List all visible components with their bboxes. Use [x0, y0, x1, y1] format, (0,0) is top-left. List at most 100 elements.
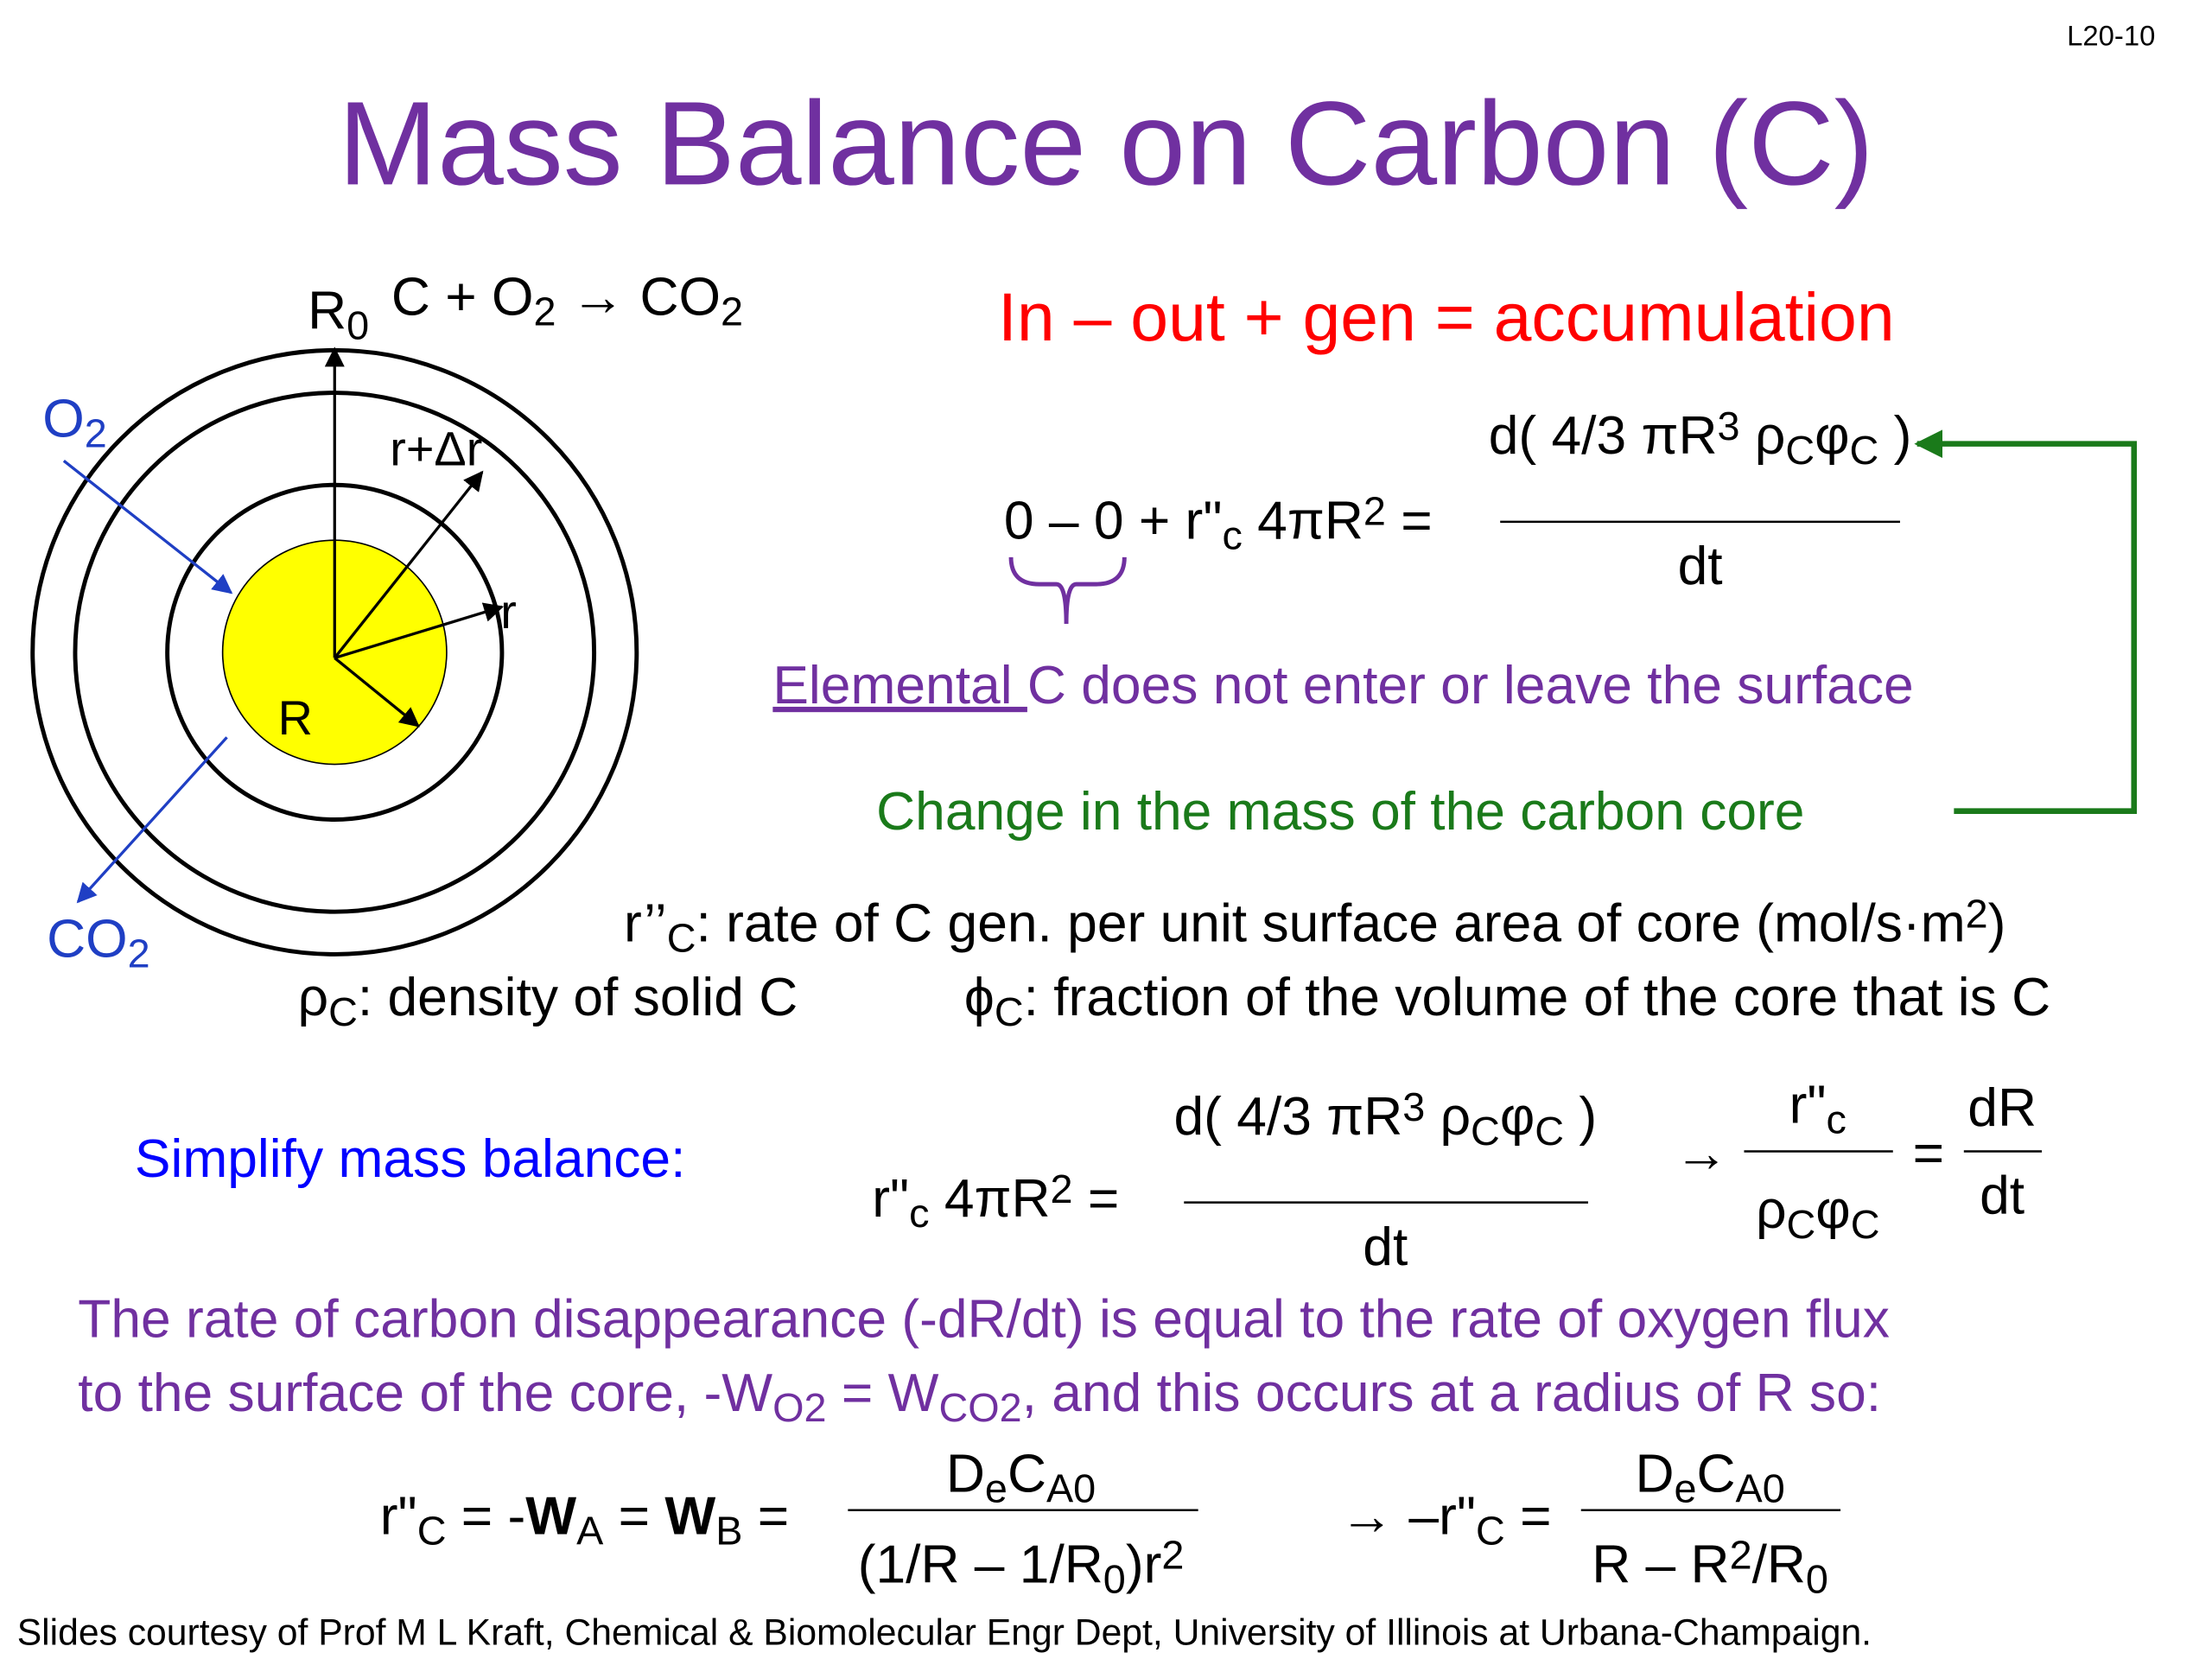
- text-segment: ρ: [1740, 406, 1786, 466]
- text-segment: : density of solid C: [358, 968, 798, 1027]
- text-segment: C: [1785, 428, 1815, 473]
- text-segment: φ: [1815, 406, 1849, 466]
- text-segment: R: [308, 282, 346, 341]
- fraction-denominator: ρCφC: [1756, 1180, 1879, 1247]
- text-segment: e: [1674, 1465, 1696, 1510]
- text-segment: C: [1851, 1202, 1880, 1247]
- text-segment: R – R: [1592, 1535, 1729, 1594]
- equation-left: r"c 4πR2 =: [872, 1166, 1119, 1236]
- text-segment: r": [380, 1487, 417, 1547]
- text-segment: = W: [827, 1363, 939, 1423]
- text-segment: 4πR: [930, 1169, 1051, 1229]
- text-segment: C: [417, 1508, 447, 1553]
- text-segment: 2: [128, 931, 150, 976]
- fraction-denominator: dt: [1363, 1217, 1408, 1277]
- text-segment: B: [715, 1508, 742, 1553]
- arrow: →: [1675, 1123, 1728, 1183]
- text-segment: )r: [1126, 1535, 1162, 1594]
- co2-arrow: [76, 736, 228, 904]
- fraction-numerator: DeCA0: [1635, 1444, 1784, 1510]
- text-segment: A: [576, 1508, 604, 1553]
- text-segment: Elemental: [772, 656, 1027, 715]
- text-segment: C: [328, 989, 358, 1034]
- footer: Slides courtesy of Prof M L Kraft, Chemi…: [17, 1612, 1872, 1654]
- radius-arrow: [334, 602, 505, 660]
- text-segment: 4πR: [1243, 492, 1363, 551]
- text-segment: to the surface of the core, -W: [78, 1363, 772, 1423]
- shell-radius-label: r+Δr: [390, 421, 482, 475]
- text-segment: 2: [1966, 891, 1988, 936]
- text-segment: → –r": [1340, 1487, 1476, 1547]
- text-segment: e: [985, 1465, 1007, 1510]
- text-segment: ρ: [298, 968, 328, 1027]
- text-segment: r’’: [624, 894, 667, 954]
- reactant-label: O2: [42, 389, 107, 455]
- text-segment: = -: [446, 1487, 525, 1547]
- text-segment: ): [1878, 406, 1911, 466]
- oxygen-arrow: [62, 460, 233, 594]
- text-segment: φ: [1500, 1087, 1535, 1147]
- equals: =: [1913, 1123, 1944, 1183]
- text-segment: , and this occurs at a radius of R so:: [1022, 1363, 1882, 1423]
- text-segment: 2: [1161, 1532, 1184, 1577]
- text-segment: 3: [1718, 404, 1740, 448]
- paragraph-line: to the surface of the core, -WO2 = WCO2,…: [78, 1363, 1881, 1430]
- text-segment: C: [1696, 1444, 1735, 1503]
- text-segment: C: [1850, 428, 1879, 473]
- text-segment: 2: [534, 289, 556, 334]
- text-segment: =: [1073, 1169, 1120, 1229]
- equation-left: r"C = -WA = WB =: [380, 1487, 789, 1554]
- text-segment: C: [1787, 1202, 1816, 1247]
- fraction-denominator: R – R2/R0: [1592, 1532, 1828, 1601]
- text-segment: D: [1635, 1444, 1674, 1503]
- fraction-numerator: d( 4/3 πR3 ρCφC ): [1489, 404, 1912, 473]
- text-segment: =: [603, 1487, 664, 1547]
- text-segment: C: [1007, 1444, 1046, 1503]
- text-segment: 0: [1103, 1556, 1126, 1601]
- text-segment: φ: [1815, 1180, 1850, 1240]
- text-segment: ϕ: [964, 968, 995, 1027]
- text-segment: c: [1827, 1096, 1847, 1141]
- text-segment: (1/R – 1/R: [858, 1535, 1103, 1594]
- core-note-arrow: [1914, 429, 2138, 814]
- particle-diagram: [30, 346, 639, 957]
- text-segment: =: [1505, 1487, 1552, 1547]
- text-segment: r": [872, 1169, 909, 1229]
- radius-arrow: [334, 657, 420, 728]
- product-label: CO2: [47, 910, 150, 976]
- text-segment: 3: [1402, 1084, 1425, 1128]
- radius-arrow: [333, 470, 484, 659]
- brace-note: Elemental C does not enter or leave the …: [772, 656, 1913, 715]
- text-segment: 2: [1363, 488, 1386, 533]
- definition: r’’C: rate of C gen. per unit surface ar…: [624, 891, 2005, 960]
- equation-right: → –r"C =: [1340, 1487, 1552, 1554]
- text-segment: C: [667, 915, 696, 960]
- text-segment: The rate of carbon disappearance (-dR/dt…: [78, 1289, 1890, 1349]
- text-segment: /R: [1752, 1535, 1806, 1594]
- text-segment: 2: [1730, 1532, 1752, 1577]
- text-segment: O: [42, 389, 84, 448]
- definition: ρC: density of solid C: [298, 968, 798, 1034]
- text-segment: =: [742, 1487, 789, 1547]
- text-segment: c: [1222, 512, 1242, 557]
- text-segment: 0: [1806, 1556, 1828, 1601]
- text-segment: O2: [772, 1385, 826, 1430]
- core-note: Change in the mass of the carbon core: [876, 782, 1804, 842]
- text-segment: d( 4/3 πR: [1173, 1087, 1402, 1147]
- text-segment: C: [1535, 1109, 1564, 1154]
- core-radius-label: R: [278, 690, 313, 745]
- fraction-denominator: dt: [1980, 1166, 2024, 1226]
- text-segment: =: [1386, 492, 1433, 551]
- text-segment: 0: [346, 302, 369, 347]
- definition: ϕC: fraction of the volume of the core t…: [964, 968, 2050, 1034]
- text-segment: ρ: [1756, 1180, 1786, 1240]
- text-segment: d( 4/3 πR: [1489, 406, 1718, 466]
- text-segment: W: [525, 1487, 576, 1547]
- radius-label: r: [500, 584, 517, 639]
- text-segment: 2: [85, 410, 107, 455]
- outer-radius-label: R0: [308, 282, 369, 348]
- paragraph-line: The rate of carbon disappearance (-dR/dt…: [78, 1289, 1890, 1349]
- text-segment: A0: [1046, 1465, 1096, 1510]
- text-segment: → CO: [556, 267, 721, 327]
